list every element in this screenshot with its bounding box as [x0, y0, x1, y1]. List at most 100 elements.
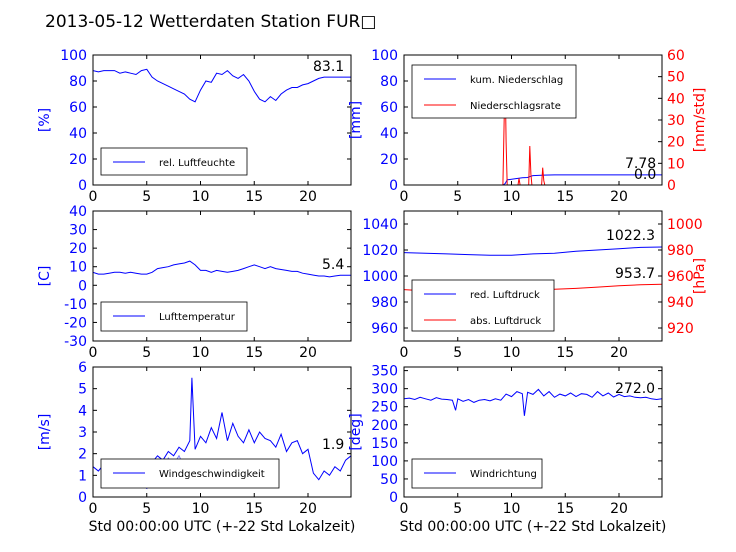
- x-tick-label: 10: [503, 345, 521, 361]
- legend-label: kum. Niederschlag: [470, 75, 563, 86]
- y2-axis-label: [mm/std]: [692, 88, 708, 153]
- y-tick-label: 1040: [362, 217, 398, 233]
- legend-box: [411, 64, 577, 119]
- y-tick-label: 100: [60, 48, 87, 64]
- y-tick-label: -30: [64, 334, 87, 350]
- y-tick-label: -20: [64, 315, 87, 331]
- y2-tick-label: 20: [667, 135, 685, 151]
- y-tick-label: 0: [78, 278, 87, 294]
- x-tick-label: 10: [503, 189, 521, 205]
- x-tick-label: 5: [142, 501, 151, 517]
- y-tick-label: 80: [69, 74, 87, 90]
- x-tick-label: 15: [556, 189, 574, 205]
- y-tick-label: 300: [371, 382, 398, 398]
- y-axis-label: [m/s]: [37, 414, 53, 451]
- y-tick-label: 1000: [362, 269, 398, 285]
- y-tick-label: 30: [69, 223, 87, 239]
- x-tick-label: 0: [89, 501, 98, 517]
- legend-precip: kum. Niederschlag Niederschlagsrate: [411, 64, 577, 119]
- series-line-humidity-0: [93, 68, 351, 103]
- page-title: 2013-05-12 Wetterdaten Station FUR□: [45, 12, 376, 32]
- y-tick-label: 20: [69, 241, 87, 257]
- series-line-precip-0: [404, 174, 662, 185]
- y-tick-label: 10: [69, 260, 87, 276]
- y-tick-label: -10: [64, 297, 87, 313]
- x-tick-label: 10: [192, 345, 210, 361]
- axes-frame: [92, 210, 352, 342]
- y2-tick-label: 980: [667, 243, 694, 259]
- legend-label: red. Luftdruck: [470, 290, 540, 301]
- y2-tick-label: 30: [667, 113, 685, 129]
- x-tick-label: 20: [299, 501, 317, 517]
- series-line-temperature-0: [93, 260, 351, 278]
- x-tick-label: 20: [610, 501, 628, 517]
- y-tick-label: 0: [78, 178, 87, 194]
- y-tick-label: 1020: [362, 243, 398, 259]
- x-tick-label: 10: [503, 501, 521, 517]
- legend-temperature: Lufttemperatur: [100, 301, 248, 332]
- y2-tick-label: 960: [667, 269, 694, 285]
- y2-tick-label: 940: [667, 295, 694, 311]
- legend-label: Lufttemperatur: [159, 312, 236, 323]
- legend-label: Windrichtung: [470, 469, 537, 480]
- y-tick-label: 40: [69, 204, 87, 220]
- series-line-wind_direction-0: [404, 388, 662, 416]
- y-tick-label: 0: [389, 178, 398, 194]
- y-tick-label: 350: [371, 364, 398, 380]
- y-tick-label: 80: [380, 74, 398, 90]
- y2-axis-label: [hPa]: [692, 258, 708, 294]
- x-tick-label: 10: [192, 189, 210, 205]
- legend-label: rel. Luftfeuchte: [159, 158, 235, 169]
- legend-label: Windgeschwindigkeit: [159, 469, 265, 480]
- y2-tick-label: 920: [667, 321, 694, 337]
- y-tick-label: 250: [371, 400, 398, 416]
- last-value-label: 1.9: [322, 437, 344, 453]
- chart-panel-humidity: 0 5 10 15 20 0 20 40 60 80 100 [%] rel. Luftfeuchte 8…: [37, 48, 352, 205]
- legend-box: [411, 279, 555, 332]
- legend-pressure: red. Luftdruck abs. Luftdruck: [411, 279, 555, 332]
- x-tick-label: 15: [556, 501, 574, 517]
- y-tick-label: 40: [380, 126, 398, 142]
- y2-tick-label: 40: [667, 91, 685, 107]
- x-tick-label: 0: [400, 501, 409, 517]
- x-tick-label: 0: [89, 189, 98, 205]
- chart-panel-pressure: 0 5 10 15 20 960 980 1000 1020 1040 920 940 960 980 10…: [362, 210, 708, 361]
- x-tick-label: 20: [299, 189, 317, 205]
- x-tick-label: 5: [142, 189, 151, 205]
- x-tick-label: 20: [299, 345, 317, 361]
- x-tick-label: 15: [556, 345, 574, 361]
- axes-frame: [92, 54, 352, 186]
- x-tick-label: 0: [400, 189, 409, 205]
- y-tick-label: 1: [78, 468, 87, 484]
- y-tick-label: 20: [380, 152, 398, 168]
- legend-label: Niederschlagsrate: [470, 101, 561, 112]
- y-tick-label: 40: [69, 126, 87, 142]
- legend-label: abs. Luftdruck: [470, 316, 541, 327]
- chart-panel-wind_speed: 0 5 10 15 20 0 1 2 3 4 5 6 [m/s] Std 00:00:00 UTC (+-…: [37, 360, 355, 535]
- last-value-label: 1022.3: [606, 228, 655, 244]
- y-tick-label: 150: [371, 436, 398, 452]
- y2-tick-label: 0: [667, 178, 676, 194]
- x-axis-label: Std 00:00:00 UTC (+-22 Std Lokalzeit): [89, 519, 356, 535]
- y-tick-label: 960: [371, 321, 398, 337]
- y-tick-label: 0: [389, 490, 398, 506]
- y-tick-label: 0: [78, 490, 87, 506]
- y2-tick-label: 60: [667, 48, 685, 64]
- x-tick-label: 5: [453, 189, 462, 205]
- legend-humidity: rel. Luftfeuchte: [100, 147, 248, 176]
- y2-tick-label: 10: [667, 156, 685, 172]
- x-tick-label: 20: [610, 189, 628, 205]
- x-tick-label: 5: [142, 345, 151, 361]
- y-tick-label: 200: [371, 418, 398, 434]
- y-tick-label: 2: [78, 447, 87, 463]
- x-tick-label: 5: [453, 501, 462, 517]
- x-tick-label: 20: [610, 345, 628, 361]
- y-tick-label: 6: [78, 360, 87, 376]
- y-tick-label: 60: [69, 100, 87, 116]
- last-value-label: 953.7: [615, 266, 655, 282]
- y-tick-label: 100: [371, 48, 398, 64]
- x-tick-label: 15: [245, 501, 263, 517]
- last-value-label: 272.0: [615, 381, 655, 397]
- chart-panel-temperature: 0 5 10 15 20 -30 -20 -10 0 10 20 30 40 [C] Lufttempera…: [37, 204, 352, 361]
